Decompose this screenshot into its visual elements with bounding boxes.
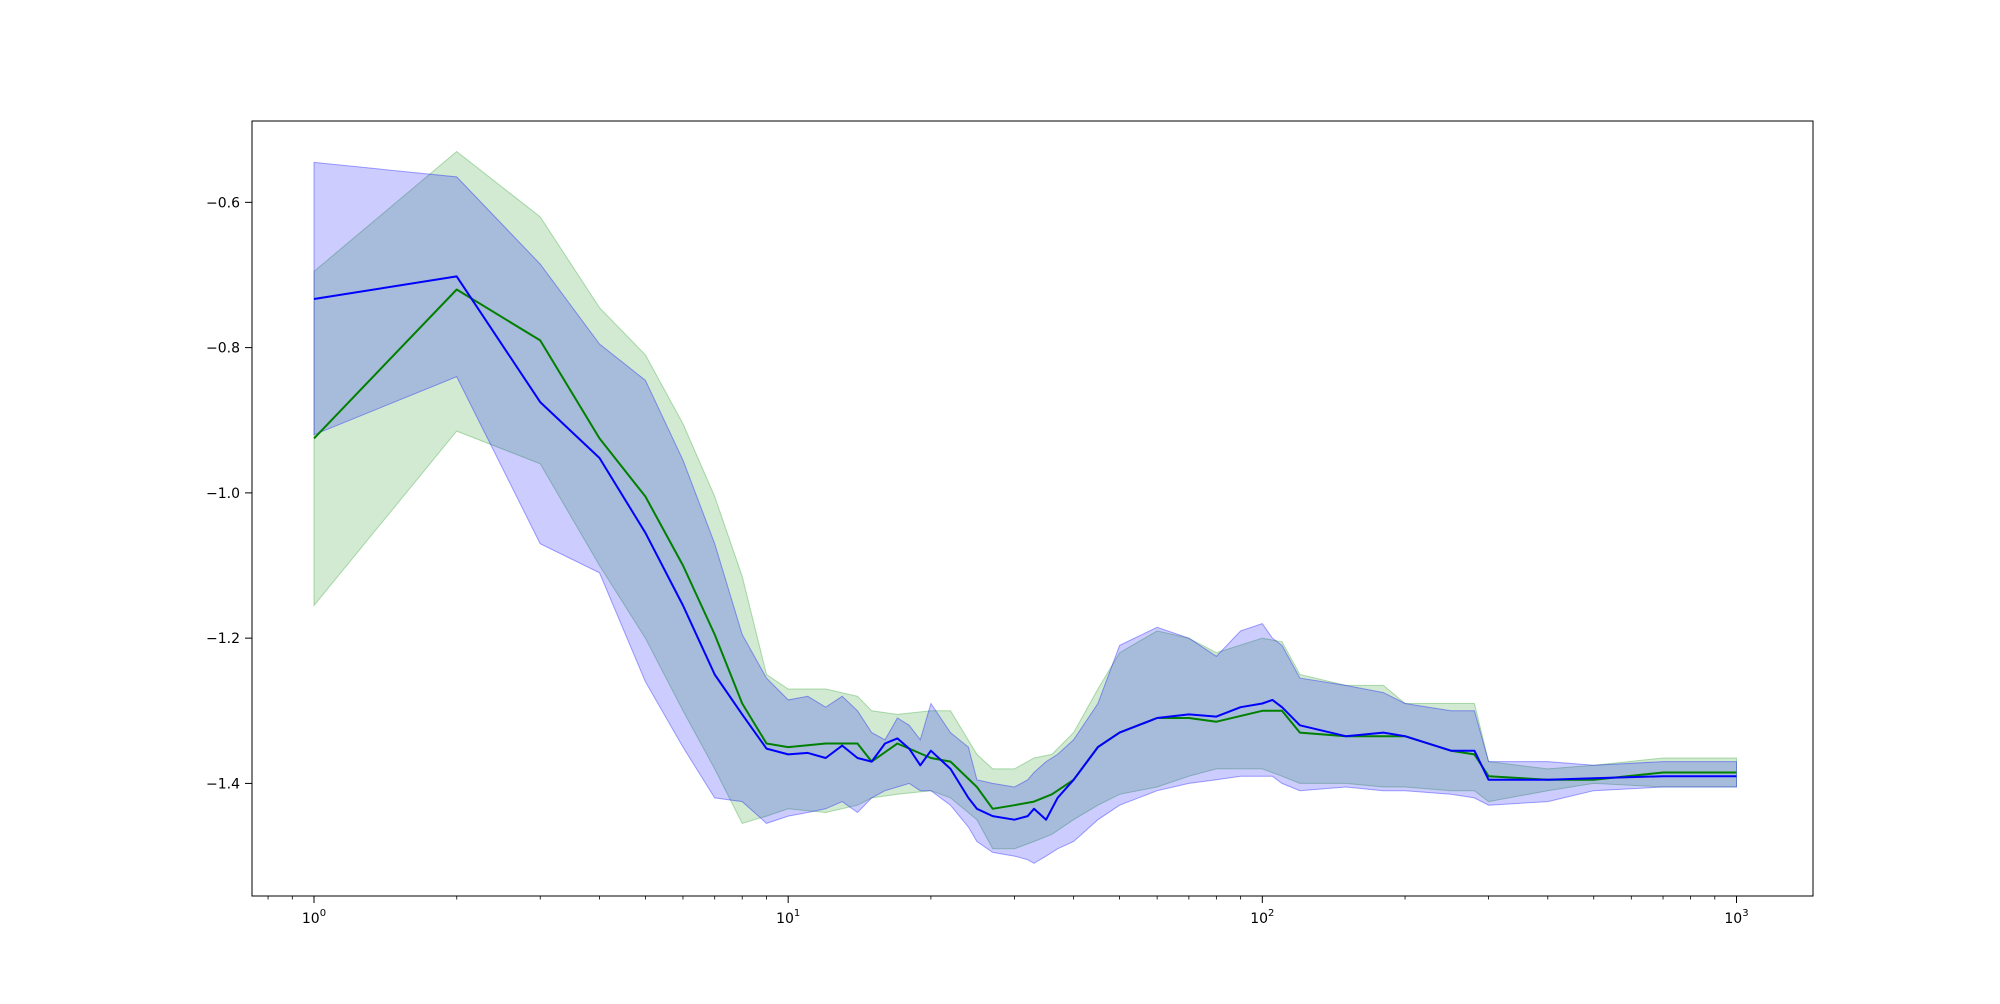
y-tick-label: −0.8 [206, 341, 240, 357]
plot-frame [251, 120, 1814, 897]
confidence-bands [313, 150, 1737, 864]
x-tick-label: 100 [302, 908, 326, 927]
y-axis: −0.6 −0.8 −1.0 −1.2 −1.4 [206, 195, 252, 792]
y-tick-label: −1.2 [206, 631, 240, 647]
y-tick-label: −1.4 [206, 776, 240, 792]
x-tick-label: 101 [776, 908, 800, 927]
series-2-band [313, 161, 1737, 864]
x-axis: 100 101 102 103 [267, 896, 1749, 927]
x-tick-label: 103 [1724, 908, 1748, 927]
series-1-band [313, 150, 1737, 850]
y-tick-label: −0.6 [206, 195, 240, 211]
series-2-line [313, 275, 1737, 821]
series-lines [313, 275, 1737, 821]
x-tick-label: 102 [1250, 908, 1274, 927]
y-tick-label: −1.0 [206, 486, 240, 502]
